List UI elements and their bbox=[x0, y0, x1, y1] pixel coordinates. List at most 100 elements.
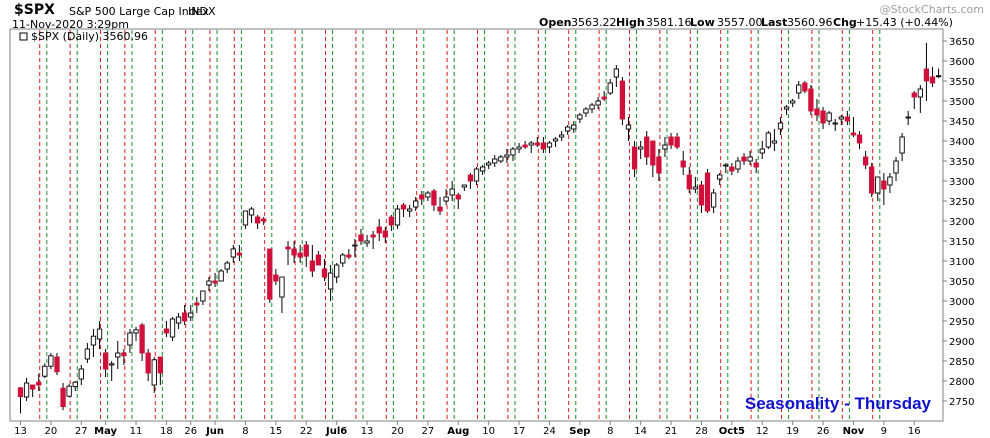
candle-body bbox=[881, 180, 887, 190]
candle-body bbox=[546, 142, 553, 148]
candle bbox=[340, 253, 346, 267]
candle-body bbox=[127, 332, 133, 346]
candle-body bbox=[638, 146, 644, 150]
candle bbox=[504, 149, 510, 163]
x-tick-label: Jun bbox=[205, 426, 224, 437]
candle bbox=[911, 91, 917, 109]
candle bbox=[48, 353, 54, 369]
x-tick-label: 24 bbox=[543, 426, 556, 437]
candle bbox=[796, 81, 802, 99]
candle-body bbox=[935, 75, 942, 78]
candle-body bbox=[285, 246, 291, 250]
y-tick-label: 2950 bbox=[949, 317, 974, 328]
candle-body bbox=[808, 88, 814, 112]
candle bbox=[248, 207, 255, 223]
candle-body bbox=[869, 166, 875, 194]
candle-body bbox=[838, 116, 844, 120]
candle-body bbox=[820, 110, 826, 124]
candle-body bbox=[419, 194, 425, 200]
candle-body bbox=[552, 138, 559, 142]
candle bbox=[443, 189, 449, 205]
x-tick-label: May bbox=[94, 426, 117, 437]
candle bbox=[309, 245, 315, 277]
candle-body bbox=[862, 156, 869, 166]
candle bbox=[23, 377, 30, 401]
candle-body bbox=[23, 382, 30, 398]
candle bbox=[66, 383, 72, 397]
candle bbox=[631, 141, 638, 177]
symbol-label: $SPX bbox=[14, 2, 55, 18]
candle bbox=[449, 181, 455, 201]
candle bbox=[923, 43, 930, 101]
candle bbox=[613, 65, 619, 87]
candle-body bbox=[899, 136, 905, 154]
x-tick-label: 12 bbox=[756, 426, 769, 437]
candle-body bbox=[558, 134, 565, 138]
candle-body bbox=[163, 328, 170, 334]
x-tick-label: Nov bbox=[843, 426, 865, 437]
candle-body bbox=[315, 254, 322, 266]
candle-body bbox=[121, 352, 127, 357]
candle-body bbox=[601, 96, 607, 100]
y-tick-label: 3600 bbox=[949, 57, 974, 68]
x-tick-label: 8 bbox=[607, 426, 613, 437]
candle bbox=[650, 140, 656, 177]
candle-body bbox=[425, 192, 431, 198]
candle-body bbox=[479, 166, 486, 172]
candle bbox=[850, 117, 857, 137]
candle-body bbox=[717, 174, 723, 180]
candle-body bbox=[710, 192, 717, 208]
instrument-name: S&P 500 Large Cap Index bbox=[69, 5, 209, 18]
candle bbox=[267, 248, 273, 303]
candle-body bbox=[358, 234, 364, 242]
candle-body bbox=[60, 387, 66, 408]
candle bbox=[133, 327, 139, 341]
candles bbox=[17, 43, 942, 414]
candle-body bbox=[145, 352, 151, 374]
candle bbox=[826, 111, 832, 125]
x-tick-label: 16 bbox=[908, 426, 921, 437]
x-tick-label: 13 bbox=[361, 426, 374, 437]
legend-checkbox[interactable] bbox=[19, 32, 28, 41]
x-tick-label: 18 bbox=[160, 426, 173, 437]
candle bbox=[686, 167, 692, 193]
candle bbox=[638, 141, 644, 159]
candle-body bbox=[267, 248, 273, 300]
candle bbox=[644, 131, 650, 165]
candle bbox=[869, 163, 875, 197]
candle-body bbox=[741, 156, 747, 162]
candle-body bbox=[796, 84, 802, 94]
candle bbox=[759, 141, 765, 159]
x-tick-label: 11 bbox=[130, 426, 143, 437]
candle bbox=[698, 181, 705, 213]
candle-body bbox=[218, 270, 224, 282]
low-value: 3557.00 bbox=[717, 16, 763, 29]
candle-body bbox=[486, 162, 492, 166]
candle bbox=[601, 91, 607, 101]
x-tick-label: 21 bbox=[665, 426, 678, 437]
candle bbox=[935, 68, 942, 79]
candle-body bbox=[625, 124, 632, 130]
candle-body bbox=[473, 168, 480, 182]
candle bbox=[905, 111, 911, 125]
candle bbox=[723, 163, 729, 173]
candle-body bbox=[814, 108, 820, 116]
candle-body bbox=[571, 124, 577, 130]
x-tick-label: Jul6 bbox=[325, 426, 347, 437]
candle bbox=[115, 341, 121, 369]
candle-body bbox=[157, 356, 163, 374]
candle-body bbox=[826, 112, 832, 122]
y-tick-label: 3250 bbox=[949, 197, 974, 208]
candle bbox=[261, 217, 267, 225]
candle-body bbox=[273, 274, 279, 282]
candle-body bbox=[856, 134, 863, 144]
candle bbox=[157, 356, 163, 385]
candle-body bbox=[504, 154, 510, 158]
candle-body bbox=[194, 302, 200, 306]
candle bbox=[589, 103, 595, 113]
candle-body bbox=[832, 122, 838, 125]
candle-body bbox=[905, 116, 911, 119]
candle bbox=[558, 131, 565, 141]
candle bbox=[254, 215, 261, 229]
x-tick-label: 27 bbox=[421, 426, 434, 437]
